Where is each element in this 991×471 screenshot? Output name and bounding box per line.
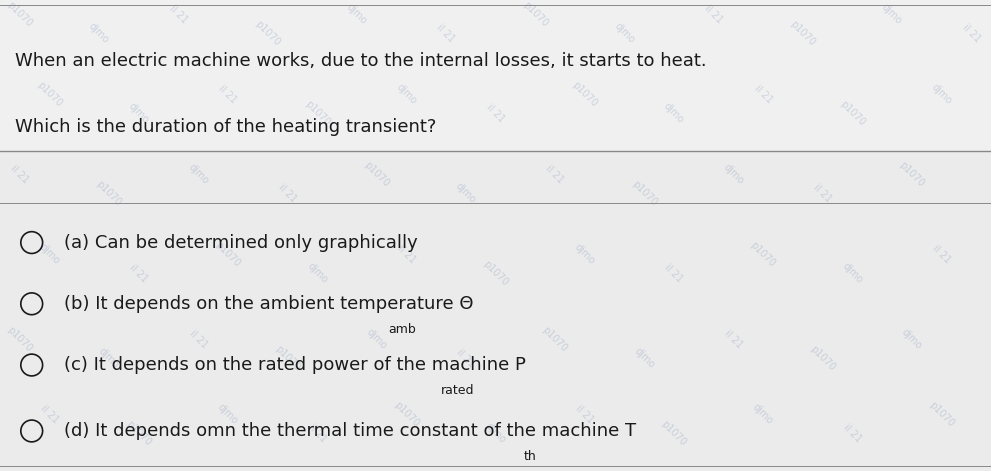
Text: il 21: il 21 (395, 244, 417, 265)
Text: il 21: il 21 (841, 422, 863, 444)
Text: il 21: il 21 (187, 328, 209, 350)
Text: p1070: p1070 (391, 400, 421, 429)
Text: amb: amb (388, 323, 416, 336)
Text: p1070: p1070 (520, 0, 550, 29)
Text: djmo: djmo (365, 327, 388, 351)
Text: djmo: djmo (38, 242, 61, 267)
Text: djmo: djmo (216, 402, 240, 427)
Text: p1070: p1070 (748, 240, 778, 269)
Text: p1070: p1070 (35, 80, 64, 109)
FancyBboxPatch shape (0, 0, 991, 151)
Text: p1070: p1070 (659, 419, 689, 448)
Text: il 21: il 21 (39, 404, 60, 425)
Text: p1070: p1070 (837, 98, 867, 128)
Text: il 21: il 21 (703, 3, 724, 25)
Text: il 21: il 21 (276, 182, 298, 204)
Text: p1070: p1070 (213, 240, 243, 269)
Text: p1070: p1070 (253, 18, 282, 48)
Text: il 21: il 21 (752, 83, 774, 105)
Text: djmo: djmo (127, 101, 151, 125)
Text: djmo: djmo (305, 261, 329, 285)
Text: p1070: p1070 (5, 325, 35, 354)
Text: il 21: il 21 (812, 182, 833, 204)
Text: il 21: il 21 (663, 262, 685, 284)
Text: p1070: p1070 (570, 80, 600, 109)
Text: p1070: p1070 (788, 18, 818, 48)
Text: (b) It depends on the ambient temperature Θ: (b) It depends on the ambient temperatur… (64, 295, 474, 313)
Text: p1070: p1070 (124, 419, 154, 448)
Text: p1070: p1070 (808, 343, 837, 373)
Text: il 21: il 21 (167, 3, 189, 25)
Text: il 21: il 21 (455, 347, 477, 369)
Text: djmo: djmo (454, 181, 478, 205)
Text: When an electric machine works, due to the internal losses, it starts to heat.: When an electric machine works, due to t… (15, 52, 707, 70)
Text: p1070: p1070 (927, 400, 956, 429)
Text: djmo: djmo (612, 21, 636, 45)
Text: p1070: p1070 (897, 160, 927, 189)
Text: il 21: il 21 (306, 422, 328, 444)
Text: djmo: djmo (662, 101, 686, 125)
Text: djmo: djmo (840, 261, 864, 285)
Text: p1070: p1070 (5, 0, 35, 29)
Text: il 21: il 21 (217, 83, 239, 105)
Text: Which is the duration of the heating transient?: Which is the duration of the heating tra… (15, 118, 436, 136)
Text: il 21: il 21 (128, 262, 150, 284)
Text: p1070: p1070 (629, 179, 659, 208)
Text: p1070: p1070 (481, 259, 510, 288)
Text: djmo: djmo (97, 346, 121, 370)
Text: th: th (524, 450, 536, 463)
Text: il 21: il 21 (544, 163, 566, 185)
Text: p1070: p1070 (362, 160, 391, 189)
Text: djmo: djmo (880, 2, 904, 26)
Text: p1070: p1070 (273, 343, 302, 373)
Text: rated: rated (441, 384, 475, 398)
Text: il 21: il 21 (960, 22, 982, 44)
Text: il 21: il 21 (9, 163, 31, 185)
Text: (a) Can be determined only graphically: (a) Can be determined only graphically (64, 234, 418, 252)
Text: djmo: djmo (345, 2, 369, 26)
Text: djmo: djmo (930, 82, 953, 106)
Text: djmo: djmo (900, 327, 924, 351)
Text: djmo: djmo (186, 162, 210, 187)
Text: p1070: p1070 (540, 325, 570, 354)
Text: (c) It depends on the rated power of the machine P: (c) It depends on the rated power of the… (64, 356, 526, 374)
Text: p1070: p1070 (302, 98, 332, 128)
Text: djmo: djmo (484, 421, 507, 446)
Text: (d) It depends omn the thermal time constant of the machine T: (d) It depends omn the thermal time cons… (64, 422, 636, 440)
Text: djmo: djmo (751, 402, 775, 427)
Text: p1070: p1070 (94, 179, 124, 208)
Text: djmo: djmo (87, 21, 111, 45)
Text: djmo: djmo (632, 346, 656, 370)
Text: djmo: djmo (573, 242, 597, 267)
Text: il 21: il 21 (574, 404, 596, 425)
Text: djmo: djmo (394, 82, 418, 106)
Text: djmo: djmo (721, 162, 745, 187)
Text: il 21: il 21 (931, 244, 952, 265)
Text: il 21: il 21 (722, 328, 744, 350)
Text: il 21: il 21 (485, 102, 506, 124)
Text: il 21: il 21 (435, 22, 457, 44)
